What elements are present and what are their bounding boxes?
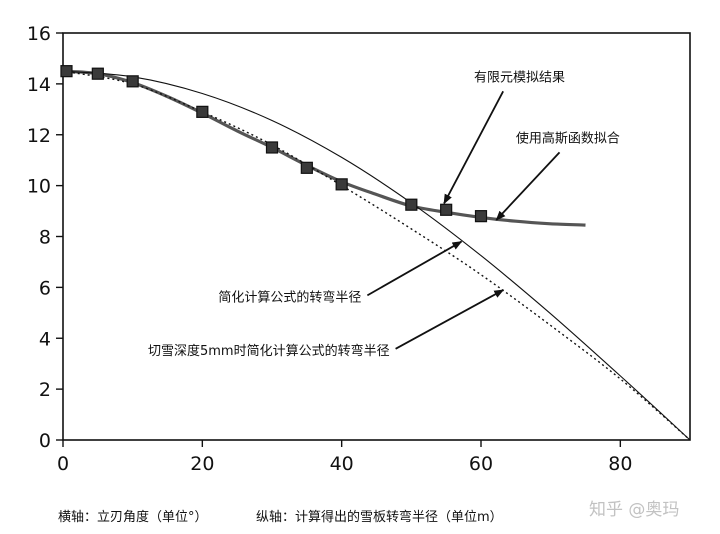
data-point-marker bbox=[440, 203, 453, 216]
x-tick-label: 80 bbox=[608, 453, 632, 475]
x-tick-label: 40 bbox=[330, 453, 354, 475]
y-tick-label: 10 bbox=[27, 176, 51, 198]
data-point-marker bbox=[196, 105, 209, 118]
annotation-arrow bbox=[366, 240, 463, 297]
data-point-marker bbox=[474, 210, 488, 223]
x-tick-label: 20 bbox=[190, 453, 214, 475]
plot-frame bbox=[62, 32, 691, 441]
y-tick-label: 4 bbox=[39, 328, 51, 350]
data-point-marker bbox=[300, 161, 313, 174]
y-tick-label: 2 bbox=[39, 379, 51, 401]
x-tick-label: 60 bbox=[469, 453, 493, 475]
x-axis-label: 横轴：立刃角度（单位°） bbox=[58, 510, 208, 525]
annotation-arrow bbox=[495, 151, 561, 221]
y-tick-label: 16 bbox=[27, 23, 51, 45]
data-point-marker bbox=[335, 178, 348, 191]
y-tick-label: 14 bbox=[27, 74, 51, 96]
watermark: 知乎 @奥玛 bbox=[589, 500, 680, 520]
data-point-marker bbox=[126, 75, 139, 88]
annotation-label: 切雪深度5mm时简化计算公式的转弯半径 bbox=[148, 343, 390, 359]
chart-series-lines bbox=[62, 69, 691, 441]
y-axis-label: 纵轴：计算得出的雪板转弯半径（单位m） bbox=[256, 510, 503, 525]
data-point-marker bbox=[60, 65, 73, 78]
data-point-marker bbox=[405, 198, 418, 211]
data-point-marker bbox=[91, 67, 104, 80]
series-line-2 bbox=[62, 70, 691, 441]
x-tick-label: 0 bbox=[57, 453, 69, 475]
annotation-label: 简化计算公式的转弯半径 bbox=[218, 289, 361, 305]
data-point-marker bbox=[265, 141, 279, 154]
y-tick-label: 8 bbox=[39, 227, 51, 249]
series-line-1 bbox=[62, 69, 586, 227]
chart-ticks: 0 2 4 6 8 10 12 14 16 0 20 40 60 80 bbox=[27, 23, 633, 475]
series-line-3 bbox=[62, 70, 691, 441]
annotation-label: 使用高斯函数拟合 bbox=[516, 130, 620, 146]
annotation-label: 有限元模拟结果 bbox=[474, 70, 565, 85]
chart-annotations: 有限元模拟结果使用高斯函数拟合简化计算公式的转弯半径切雪深度5mm时简化计算公式… bbox=[148, 70, 620, 358]
chart-axes bbox=[62, 32, 691, 441]
y-tick-label: 12 bbox=[27, 125, 51, 147]
chart-markers bbox=[60, 65, 488, 223]
annotation-arrow bbox=[395, 289, 505, 350]
y-tick-label: 0 bbox=[39, 430, 51, 452]
annotation-arrow bbox=[443, 90, 504, 205]
y-tick-label: 6 bbox=[39, 277, 51, 299]
